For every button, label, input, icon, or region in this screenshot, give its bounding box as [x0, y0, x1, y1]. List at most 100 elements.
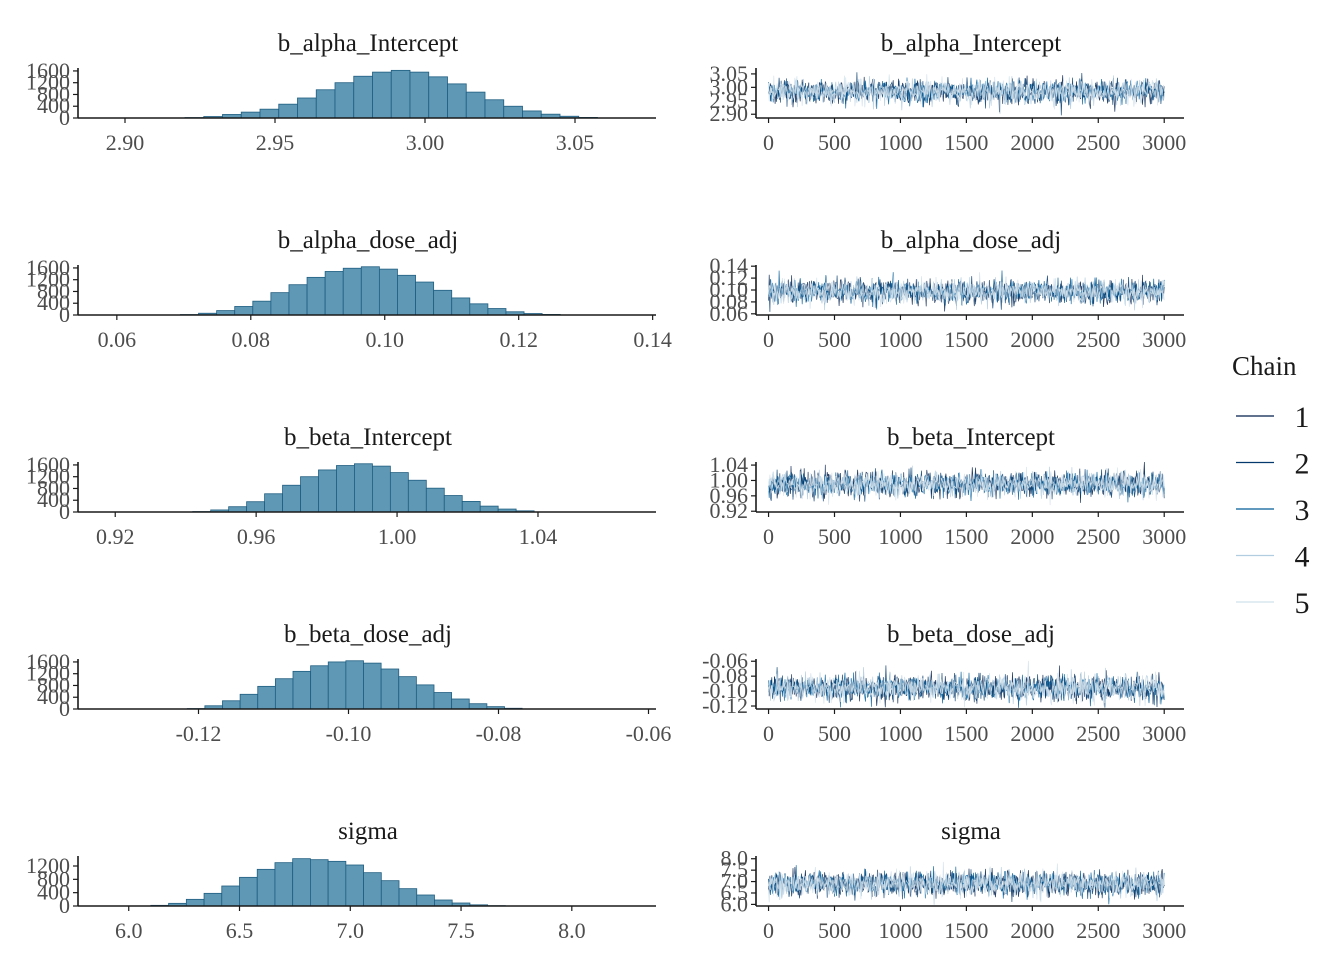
y-tick-label: 400	[37, 880, 70, 905]
x-tick-label: 2500	[1076, 130, 1120, 155]
histogram-bar	[309, 859, 329, 907]
x-tick-label: 2500	[1076, 327, 1120, 352]
x-tick-label: 3000	[1142, 524, 1186, 549]
histogram-bar	[264, 493, 283, 513]
trace-line-chain-4	[768, 75, 1165, 114]
histogram-bar	[324, 271, 344, 316]
histogram-bar	[378, 268, 398, 316]
histogram-bar	[288, 284, 308, 316]
histogram-panel-b_alpha_Intercept: b_alpha_Intercept 2.90 2.95 3.00 3.05 0400800…	[26, 30, 656, 155]
histogram-bar	[257, 685, 276, 710]
histogram-bar	[428, 76, 448, 119]
histogram-bar	[380, 668, 400, 710]
histogram-bar	[222, 700, 241, 710]
y-tick-label: 7.5	[721, 857, 749, 882]
histogram-bar	[342, 267, 362, 316]
y-tick-label: 0	[59, 499, 70, 524]
histogram-bar	[522, 110, 542, 119]
y-tick-label: 0.14	[710, 253, 749, 278]
x-tick-label: 0.12	[499, 327, 538, 352]
chain-legend: Chain 1 2 3 4 5	[1232, 351, 1310, 620]
legend-label-chain-3: 3	[1295, 494, 1310, 527]
y-tick-label: 0.12	[710, 265, 749, 290]
y-tick-label: 0	[59, 302, 70, 327]
histogram-bar	[465, 91, 486, 119]
panel-title: b_alpha_Intercept	[278, 30, 459, 57]
y-tick-label: 1200	[26, 267, 70, 292]
histogram-panel-b_beta_dose_adj: b_beta_dose_adj -0.12 -0.10 -0.08 -0.06 04008…	[26, 621, 671, 746]
histogram-bar	[246, 501, 266, 513]
histogram-bar	[318, 469, 337, 513]
y-tick-label: 800	[37, 278, 70, 303]
x-tick-label: 1000	[878, 130, 922, 155]
histogram-bar	[327, 661, 347, 710]
x-tick-label: 0.06	[98, 327, 137, 352]
histogram-bar	[240, 111, 261, 119]
trace-line-chain-5	[768, 861, 1165, 903]
trace-line-chain-5	[768, 272, 1165, 309]
y-tick-label: 1200	[26, 853, 70, 878]
panel-title: b_beta_Intercept	[284, 424, 452, 451]
trace-line-chain-3	[768, 865, 1165, 905]
y-tick-label: 0	[59, 105, 70, 130]
trace-line-chain-4	[768, 667, 1165, 706]
histogram-bar	[433, 692, 453, 710]
trace-panel-b_beta_Intercept: b_beta_Intercept 0 500 1000 1500 2000 2500 3000…	[710, 424, 1187, 549]
histogram-bar	[407, 479, 427, 513]
x-tick-label: 3000	[1142, 721, 1186, 746]
x-tick-label: 2.90	[106, 130, 145, 155]
x-tick-label: 1000	[878, 524, 922, 549]
x-tick-label: -0.10	[326, 721, 372, 746]
x-tick-label: 0	[763, 130, 774, 155]
x-tick-label: -0.12	[176, 721, 222, 746]
histogram-bar	[469, 303, 489, 316]
x-tick-label: 2500	[1076, 524, 1120, 549]
histogram-bar	[409, 71, 430, 119]
trace-line-chain-5	[768, 74, 1165, 110]
histogram-bar	[451, 297, 471, 316]
histogram-bar	[256, 868, 276, 907]
panel-title: sigma	[338, 818, 398, 845]
histogram-bar	[345, 660, 364, 710]
histogram-bar	[345, 864, 364, 907]
y-tick-label: -0.10	[702, 678, 748, 703]
x-tick-label: 0	[763, 721, 774, 746]
panel-title: b_beta_dose_adj	[284, 621, 452, 648]
histogram-bar	[380, 880, 400, 907]
legend-title: Chain	[1232, 351, 1297, 381]
x-tick-label: 3000	[1142, 130, 1186, 155]
x-tick-label: 1000	[878, 327, 922, 352]
histogram-bar	[234, 306, 254, 316]
y-tick-label: 800	[37, 672, 70, 697]
x-tick-label: 2000	[1010, 721, 1054, 746]
histogram-bar	[336, 465, 355, 513]
legend-label-chain-2: 2	[1295, 448, 1310, 481]
y-tick-label: 1600	[26, 58, 70, 83]
histogram-bar	[372, 465, 391, 513]
histogram-bar	[434, 899, 453, 907]
y-tick-label: 6.5	[721, 880, 749, 905]
histogram-bar	[278, 103, 298, 119]
y-tick-label: 1200	[26, 464, 70, 489]
histogram-bar	[389, 472, 409, 513]
histogram-bar	[292, 858, 311, 907]
histogram-bar	[363, 662, 382, 710]
histogram-bar	[503, 105, 523, 119]
y-tick-label: 1.04	[710, 452, 749, 477]
x-tick-label: 0	[763, 327, 774, 352]
x-tick-label: 0.14	[633, 327, 672, 352]
histogram-bar	[185, 898, 205, 907]
y-tick-label: 2.90	[710, 101, 749, 126]
x-tick-label: 2000	[1010, 524, 1054, 549]
x-tick-label: 7.5	[447, 918, 475, 943]
histogram-bar	[447, 83, 467, 119]
histogram-bar	[306, 276, 326, 316]
trace-line-chain-5	[768, 660, 1165, 708]
x-tick-label: 2500	[1076, 721, 1120, 746]
histogram-bar	[274, 862, 294, 907]
x-tick-label: 3.00	[406, 130, 445, 155]
histogram-bar	[310, 665, 329, 710]
trace-line-chain-4	[768, 276, 1165, 311]
